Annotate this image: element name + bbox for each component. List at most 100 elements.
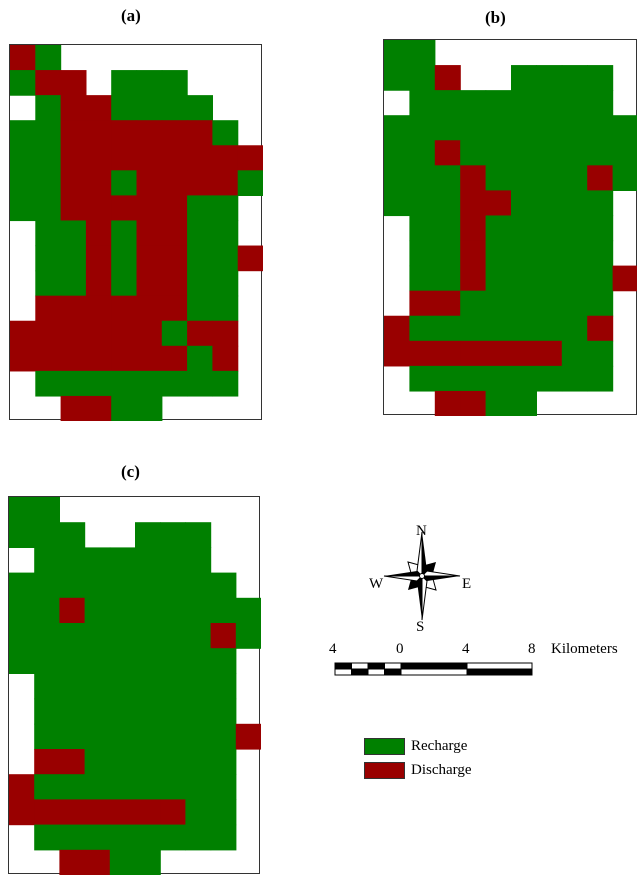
discharge-cell: [60, 395, 87, 421]
recharge-cell: [59, 723, 86, 750]
recharge-cell: [85, 370, 112, 397]
discharge-cell: [136, 320, 163, 347]
recharge-cell: [511, 115, 537, 141]
recharge-cell: [34, 648, 60, 674]
recharge-cell: [135, 673, 161, 700]
discharge-cell: [85, 345, 112, 372]
recharge-cell: [160, 774, 186, 800]
discharge-cell: [384, 315, 410, 342]
discharge-cell: [35, 295, 62, 322]
recharge-cell: [460, 140, 487, 166]
discharge-cell: [460, 390, 487, 416]
recharge-cell: [212, 370, 239, 397]
discharge-cell: [111, 345, 138, 372]
discharge-cell: [612, 265, 637, 292]
recharge-cell: [109, 849, 136, 875]
map-panel-a: [9, 44, 263, 421]
recharge-cell: [384, 65, 410, 91]
scale-unit-label: Kilometers: [551, 641, 618, 657]
recharge-cell: [460, 290, 487, 317]
discharge-cell: [10, 320, 36, 347]
recharge-cell: [9, 648, 35, 674]
recharge-cell: [485, 165, 512, 191]
scale-tick-label: 4: [462, 641, 470, 657]
recharge-cell: [59, 623, 86, 649]
recharge-cell: [187, 95, 213, 121]
recharge-cell: [9, 572, 35, 599]
recharge-cell: [485, 240, 512, 267]
recharge-cell: [185, 572, 212, 599]
discharge-cell: [60, 70, 87, 96]
recharge-cell: [135, 749, 161, 775]
recharge-cell: [185, 723, 212, 750]
recharge-cell: [160, 824, 186, 851]
recharge-cell: [561, 365, 588, 392]
discharge-cell: [434, 140, 461, 166]
recharge-cell: [34, 497, 60, 523]
recharge-cell: [135, 698, 161, 725]
recharge-cell: [511, 140, 537, 166]
recharge-cell: [84, 572, 111, 599]
recharge-cell: [135, 522, 161, 548]
recharge-cell: [485, 390, 512, 416]
discharge-cell: [10, 345, 36, 372]
discharge-cell: [384, 340, 410, 367]
discharge-cell: [85, 295, 112, 322]
recharge-cell: [135, 648, 161, 674]
recharge-cell: [485, 140, 512, 166]
recharge-cell: [587, 215, 614, 242]
compass-north: N: [416, 523, 427, 539]
recharge-cell: [34, 572, 60, 599]
discharge-cell: [60, 320, 87, 347]
recharge-cell: [409, 115, 436, 141]
discharge-cell: [35, 345, 62, 372]
discharge-cell: [59, 799, 86, 826]
discharge-cell: [35, 70, 62, 96]
recharge-cell: [185, 799, 212, 826]
recharge-cell: [60, 270, 87, 297]
recharge-cell: [185, 774, 212, 800]
recharge-cell: [587, 365, 614, 392]
discharge-cell: [85, 170, 112, 196]
recharge-cell: [135, 547, 161, 574]
recharge-cell: [434, 265, 461, 292]
discharge-cell: [60, 195, 87, 222]
recharge-cell: [561, 315, 588, 342]
discharge-cell: [35, 320, 62, 347]
recharge-cell: [561, 240, 588, 267]
recharge-cell: [235, 623, 261, 649]
recharge-cell: [135, 849, 161, 875]
recharge-cell: [84, 648, 111, 674]
recharge-cell: [34, 673, 60, 700]
recharge-cell: [60, 245, 87, 272]
compass-south: S: [416, 619, 424, 635]
discharge-cell: [460, 240, 487, 267]
recharge-cell: [59, 522, 86, 548]
recharge-cell: [160, 698, 186, 725]
recharge-cell: [536, 140, 563, 166]
recharge-cell: [136, 370, 163, 397]
recharge-cell: [161, 70, 188, 96]
recharge-cell: [210, 723, 237, 750]
discharge-cell: [85, 120, 112, 146]
recharge-cell: [536, 65, 563, 91]
recharge-cell: [409, 65, 436, 91]
recharge-cell: [111, 170, 138, 196]
recharge-cell: [536, 240, 563, 267]
recharge-cell: [235, 597, 261, 624]
recharge-cell: [185, 673, 212, 700]
recharge-cell: [34, 698, 60, 725]
recharge-cell: [409, 215, 436, 242]
recharge-cell: [210, 572, 237, 599]
discharge-cell: [161, 220, 188, 247]
recharge-cell: [135, 824, 161, 851]
recharge-cell: [35, 270, 62, 297]
recharge-cell: [35, 95, 62, 121]
discharge-cell: [109, 799, 136, 826]
recharge-cell: [10, 195, 36, 222]
recharge-cell: [9, 522, 35, 548]
recharge-cell: [212, 245, 239, 272]
recharge-cell: [185, 597, 212, 624]
recharge-cell: [210, 774, 237, 800]
discharge-cell: [136, 295, 163, 322]
